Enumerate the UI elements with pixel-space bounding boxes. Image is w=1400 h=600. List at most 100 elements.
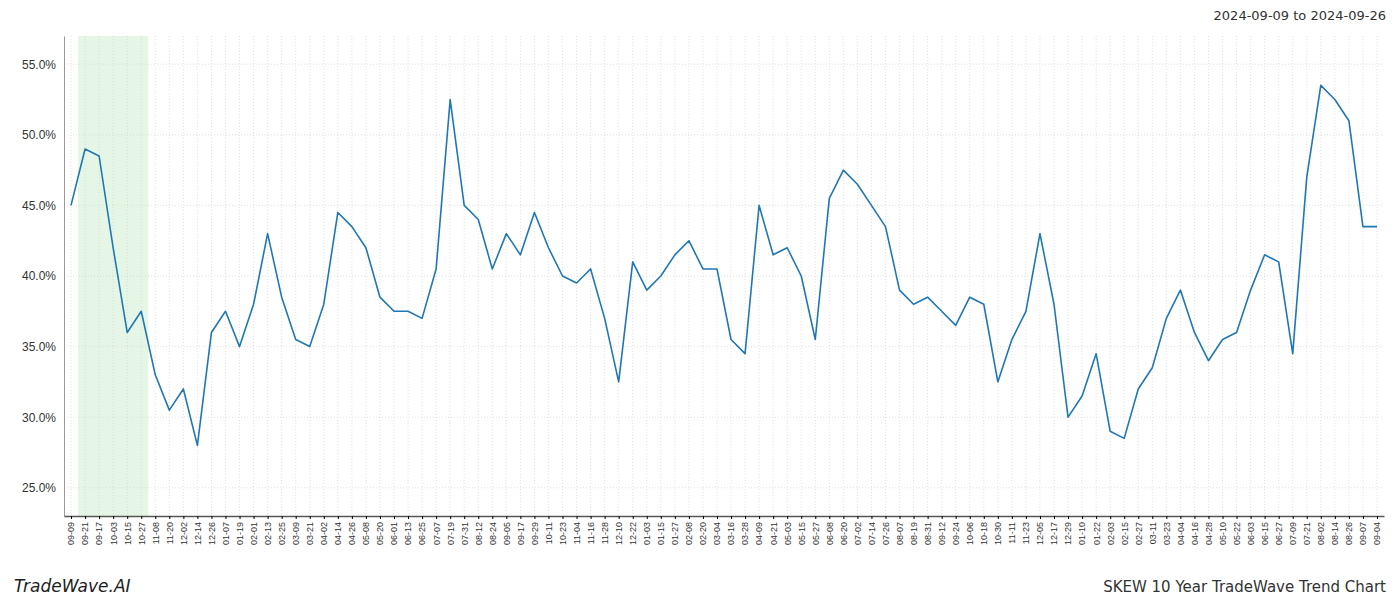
x-tick-label: 12-10: [614, 522, 624, 545]
x-tick-label: 03-09: [291, 522, 301, 545]
y-tick-label: 25.0%: [22, 481, 56, 495]
x-tick-label: 07-07: [432, 522, 442, 545]
x-tick: 04-09: [754, 516, 764, 545]
grid-line-x: [1250, 36, 1251, 516]
x-tick-mark: [1054, 516, 1055, 519]
x-tick-mark: [225, 516, 226, 519]
x-tick: 02-13: [263, 516, 273, 545]
x-tick: 05-22: [1232, 516, 1242, 545]
x-tick: 06-15: [1260, 516, 1270, 545]
grid-line-x: [745, 36, 746, 516]
x-tick-mark: [1138, 516, 1139, 519]
x-tick-mark: [1096, 516, 1097, 519]
grid-line-x: [1180, 36, 1181, 516]
x-tick: 05-10: [1218, 516, 1228, 545]
grid-line-x: [520, 36, 521, 516]
subtitle: 2024-09-09 to 2024-09-26: [1214, 8, 1386, 23]
x-tick-mark: [942, 516, 943, 519]
grid-line-x: [1362, 36, 1363, 516]
x-tick: 11-11: [1007, 516, 1017, 544]
x-tick-mark: [492, 516, 493, 519]
x-tick-mark: [773, 516, 774, 519]
x-tick-label: 04-26: [347, 522, 357, 545]
x-tick-mark: [99, 516, 100, 519]
x-tick-mark: [352, 516, 353, 519]
x-tick-label: 09-21: [80, 522, 90, 545]
x-tick-label: 02-25: [277, 522, 287, 545]
x-tick-label: 11-20: [165, 522, 175, 544]
x-tick: 01-22: [1092, 516, 1102, 545]
y-tick-label: 45.0%: [22, 199, 56, 213]
x-tick-mark: [1082, 516, 1083, 519]
x-tick-mark: [1124, 516, 1125, 519]
x-tick: 08-14: [1330, 516, 1340, 545]
x-tick-label: 06-20: [839, 522, 849, 545]
x-tick-mark: [366, 516, 367, 519]
x-tick-label: 03-16: [726, 522, 736, 545]
x-tick-label: 06-01: [389, 522, 399, 545]
x-tick-label: 11-16: [586, 522, 596, 544]
grid-line-x: [969, 36, 970, 516]
x-tick-label: 07-09: [1288, 522, 1298, 545]
x-tick-mark: [885, 516, 886, 519]
x-tick: 04-02: [319, 516, 329, 545]
x-tick-label: 08-14: [1330, 522, 1340, 545]
x-tick-mark: [211, 516, 212, 519]
x-tick-label: 06-15: [1260, 522, 1270, 545]
grid-line-x: [365, 36, 366, 516]
x-tick-mark: [1180, 516, 1181, 519]
x-tick: 02-25: [277, 516, 287, 545]
grid-line-x: [773, 36, 774, 516]
x-tick: 07-07: [432, 516, 442, 545]
x-tick: 09-09: [66, 516, 76, 545]
x-tick-label: 08-26: [1344, 522, 1354, 545]
x-tick-label: 09-29: [530, 522, 540, 545]
x-tick-label: 09-17: [94, 522, 104, 545]
x-tick: 09-21: [80, 516, 90, 545]
x-tick-mark: [169, 516, 170, 519]
x-tick-mark: [1321, 516, 1322, 519]
x-tick-mark: [520, 516, 521, 519]
x-tick: 11-23: [1021, 516, 1031, 544]
grid-line-x: [1025, 36, 1026, 516]
grid-line-x: [857, 36, 858, 516]
x-tick-mark: [450, 516, 451, 519]
x-tick: 10-27: [137, 516, 147, 545]
x-tick-label: 12-17: [1049, 522, 1059, 545]
x-tick-mark: [1279, 516, 1280, 519]
x-tick-label: 05-27: [811, 522, 821, 545]
y-tick: 25.0%: [22, 481, 64, 495]
x-tick-mark: [85, 516, 86, 519]
y-tick: 55.0%: [22, 58, 64, 72]
x-tick-label: 08-24: [488, 522, 498, 545]
x-tick-mark: [1363, 516, 1364, 519]
grid-line-x: [688, 36, 689, 516]
x-tick: 10-23: [558, 516, 568, 545]
x-tick-mark: [408, 516, 409, 519]
grid-line-x: [576, 36, 577, 516]
grid-line-x: [1011, 36, 1012, 516]
x-tick: 03-04: [712, 516, 722, 545]
x-tick: 02-01: [249, 516, 259, 545]
x-tick-mark: [647, 516, 648, 519]
x-tick-mark: [1223, 516, 1224, 519]
annotation: TradeWave.AI: [14, 576, 131, 596]
y-tick: 30.0%: [22, 411, 64, 425]
x-tick-mark: [801, 516, 802, 519]
x-tick-mark: [815, 516, 816, 519]
grid-line-x: [155, 36, 156, 516]
x-tick-mark: [717, 516, 718, 519]
grid-line-x: [1096, 36, 1097, 516]
grid-line-x: [787, 36, 788, 516]
x-tick-label: 01-22: [1092, 522, 1102, 545]
x-tick: 08-07: [895, 516, 905, 545]
grid-line-x: [408, 36, 409, 516]
x-tick-mark: [1068, 516, 1069, 519]
grid-line-x: [295, 36, 296, 516]
x-tick-label: 01-19: [235, 522, 245, 545]
x-tick-label: 02-13: [263, 522, 273, 545]
x-tick-label: 11-23: [1021, 522, 1031, 544]
x-tick: 07-21: [1302, 516, 1312, 545]
x-tick-label: 07-02: [853, 522, 863, 545]
x-tick-label: 09-24: [951, 522, 961, 545]
